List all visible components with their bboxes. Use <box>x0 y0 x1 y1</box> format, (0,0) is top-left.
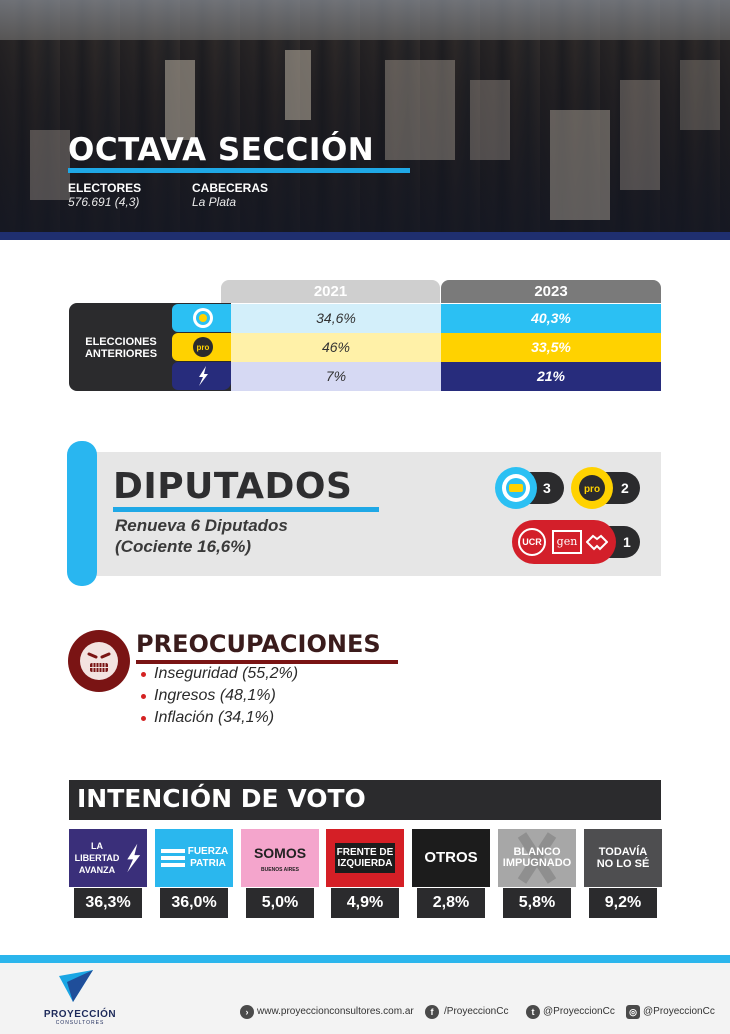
diputados-title: DIPUTADOS <box>113 466 353 507</box>
cross-icon <box>517 832 557 884</box>
sun-icon <box>193 308 213 328</box>
result-2021-row3: 7% <box>231 362 441 391</box>
ucr-gen-icon: UCR gen <box>512 520 616 564</box>
party-row-icon: pro <box>172 333 231 361</box>
year-header-2021: 2021 <box>221 280 440 303</box>
flame-icon <box>199 366 208 386</box>
vote-pct-indecisos: 9,2% <box>589 888 657 918</box>
bullet-icon <box>141 672 146 677</box>
party-card-somos: SOMOS BUENOS AIRES <box>241 829 319 887</box>
cabeceras-label: CABECERAS <box>192 181 269 195</box>
section-title: OCTAVA SECCIÓN <box>68 132 375 168</box>
intencion-title: INTENCIÓN DE VOTO <box>77 784 366 813</box>
website-link[interactable]: www.proyeccionconsultores.com.ar <box>257 1006 414 1017</box>
footer-divider <box>0 955 730 963</box>
result-2023-row3: 21% <box>441 362 661 391</box>
pro-icon: pro <box>193 337 213 357</box>
instagram-link[interactable]: @ProyeccionCc <box>643 1006 715 1017</box>
preocupaciones-title: PREOCUPACIONES <box>136 630 381 658</box>
brand-name: PROYECCIÓN <box>43 1009 117 1020</box>
vote-pct-fit: 4,9% <box>331 888 399 918</box>
party-card-otros: OTROS <box>412 829 490 887</box>
seat-count: 1 <box>623 534 631 550</box>
result-2023-row2: 33,5% <box>441 333 661 362</box>
twitter-link[interactable]: @ProyeccionCc <box>543 1006 615 1017</box>
electores-label: ELECTORES <box>68 181 142 195</box>
seat-count: 2 <box>621 480 629 496</box>
brand-subtitle: CONSULTORES <box>55 1020 105 1026</box>
diputados-underline <box>113 507 379 512</box>
party-card-blanco: BLANCO IMPUGNADO <box>498 829 576 887</box>
footer <box>0 963 730 1034</box>
diputados-renueva: Renueva 6 Diputados <box>115 516 288 535</box>
diputados-cociente: (Cociente 16,6%) <box>115 537 252 556</box>
party-card-lla: LA LIBERTAD AVANZA <box>69 829 147 887</box>
party-card-fit: FRENTE DE IZQUIERDA <box>326 829 404 887</box>
diputados-accent-stripe <box>67 441 97 586</box>
worried-face <box>80 642 118 680</box>
party-row-icon <box>172 304 231 332</box>
vote-pct-lla: 36,3% <box>74 888 142 918</box>
vote-pct-fuerza-patria: 36,0% <box>160 888 228 918</box>
vote-pct-blanco: 5,8% <box>503 888 571 918</box>
intencion-header-bar <box>69 780 661 820</box>
pro-icon: pro <box>571 467 613 509</box>
preocupaciones-underline <box>136 660 398 664</box>
flame-icon <box>127 843 141 873</box>
facebook-icon: f <box>425 1005 439 1019</box>
list-item: Inflación (34,1%) <box>154 709 275 726</box>
cabeceras-value: La Plata <box>192 195 237 209</box>
handshake-icon <box>586 534 608 551</box>
svg-text:pro: pro <box>197 343 210 352</box>
twitter-icon: t <box>526 1005 540 1019</box>
list-item: Inseguridad (55,2%) <box>154 665 299 682</box>
result-2021-row2: 46% <box>231 333 441 362</box>
party-card-fuerza-patria: FUERZA PATRIA <box>155 829 233 887</box>
vote-pct-somos: 5,0% <box>246 888 314 918</box>
seat-count: 3 <box>543 480 551 496</box>
header-divider <box>0 232 730 240</box>
city-background-image <box>0 0 730 232</box>
web-icon: › <box>240 1005 254 1019</box>
facebook-link[interactable]: /ProyeccionCc <box>444 1006 509 1017</box>
bullet-icon <box>141 716 146 721</box>
list-item: Ingresos (48,1%) <box>154 687 276 704</box>
vote-pct-otros: 2,8% <box>417 888 485 918</box>
result-2023-row1: 40,3% <box>441 304 661 333</box>
sun-icon <box>495 467 537 509</box>
elecciones-label: ELECCIONES ANTERIORES <box>84 336 158 360</box>
brand-logo-icon <box>59 970 93 1002</box>
flag-icon <box>161 849 185 853</box>
party-card-indecisos: TODAVÍA NO LO SÉ <box>584 829 662 887</box>
result-2021-row1: 34,6% <box>231 304 441 333</box>
bullet-icon <box>141 694 146 699</box>
year-header-2023: 2023 <box>441 280 661 303</box>
party-row-icon <box>172 362 231 390</box>
instagram-icon: ◎ <box>626 1005 640 1019</box>
svg-text:pro: pro <box>584 484 600 495</box>
electores-value: 576.691 (4,3) <box>68 195 140 209</box>
title-underline <box>68 168 410 173</box>
